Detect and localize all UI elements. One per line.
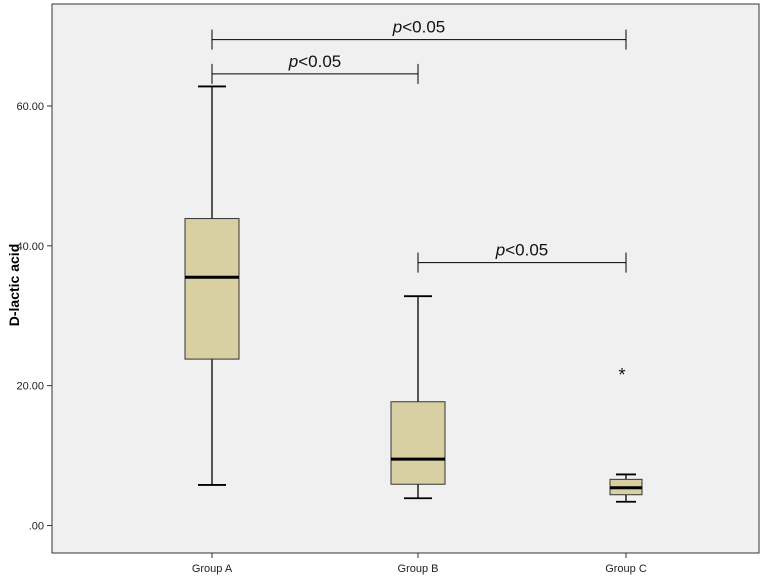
p-symbol: p	[392, 18, 402, 37]
box-group-a	[184, 85, 240, 486]
box-group-c: *	[609, 365, 643, 503]
iqr-box	[184, 218, 240, 360]
outlier-marker: *	[618, 365, 625, 385]
significance-bracket: p<0.05	[211, 52, 419, 84]
y-tick-label: .00	[29, 521, 44, 533]
y-tick-label: 60.00	[16, 101, 44, 113]
boxes: *	[184, 85, 643, 503]
y-tick-label: 20.00	[16, 381, 44, 393]
iqr-box	[390, 401, 446, 485]
y-axis-ticks: .00 20.00 40.00 60.00	[16, 101, 52, 533]
x-tick-label: Group A	[192, 563, 233, 575]
p-value-label: p<0.05	[495, 241, 548, 260]
x-tick-label: Group B	[398, 563, 439, 575]
significance-annotations: p<0.05p<0.05p<0.05	[211, 18, 627, 273]
x-tick-label: Group C	[605, 563, 647, 575]
p-value-label: p<0.05	[288, 52, 341, 71]
box-group-b	[390, 295, 446, 500]
p-threshold: <0.05	[402, 18, 445, 37]
y-tick-label: 40.00	[16, 241, 44, 253]
p-symbol: p	[495, 241, 505, 260]
p-symbol: p	[288, 52, 298, 71]
p-threshold: <0.05	[505, 241, 548, 260]
y-axis-label: D-lactic acid	[6, 244, 22, 326]
significance-bracket: p<0.05	[211, 18, 627, 50]
p-threshold: <0.05	[298, 52, 341, 71]
p-value-label: p<0.05	[392, 18, 445, 37]
significance-bracket: p<0.05	[417, 241, 627, 273]
x-axis-ticks: Group A Group B Group C	[192, 553, 647, 575]
